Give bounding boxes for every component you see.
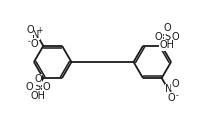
Text: O: O [30, 39, 38, 49]
Text: OH: OH [159, 40, 174, 50]
Text: O: O [154, 32, 162, 42]
Text: S: S [163, 32, 169, 42]
Text: O: O [26, 82, 33, 92]
Text: O: O [171, 32, 178, 42]
Text: -: - [28, 37, 30, 46]
Text: S: S [35, 82, 41, 92]
Text: O: O [26, 25, 34, 35]
Text: +: + [37, 26, 43, 36]
Text: N: N [32, 30, 39, 40]
Text: O: O [163, 23, 170, 33]
Text: O: O [34, 74, 41, 84]
Text: O: O [166, 93, 174, 103]
Text: +: + [169, 81, 175, 90]
Text: O: O [170, 79, 178, 89]
Text: OH: OH [30, 91, 45, 101]
Text: O: O [42, 82, 50, 92]
Text: N: N [165, 84, 172, 94]
Text: -: - [175, 91, 177, 100]
